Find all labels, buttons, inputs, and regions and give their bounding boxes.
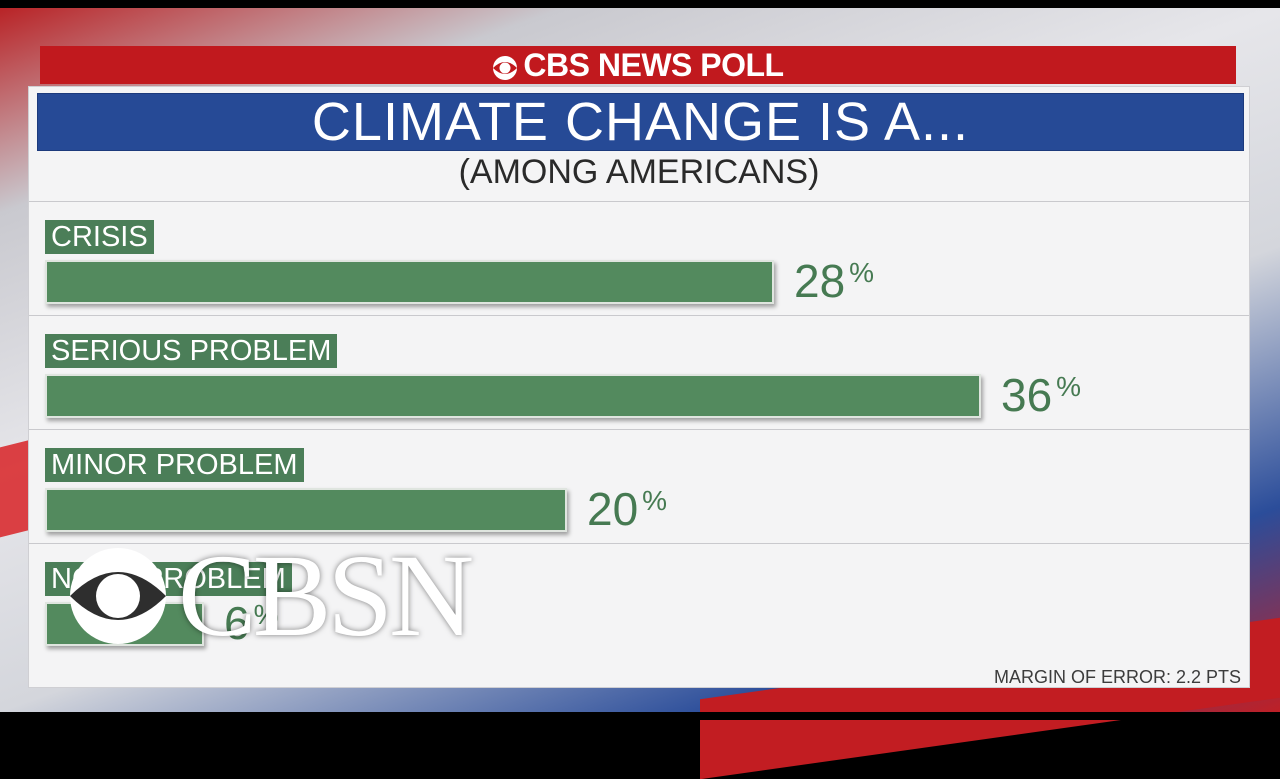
bar <box>45 260 774 304</box>
value-label: 6% <box>224 597 279 649</box>
value-unit: % <box>253 599 279 630</box>
cbs-eye-icon <box>70 548 166 644</box>
bar <box>45 488 567 532</box>
bar-row: SERIOUS PROBLEM 36% <box>29 315 1249 430</box>
chart-title: CLIMATE CHANGE IS A... <box>37 92 1244 152</box>
value-number: 20 <box>587 483 639 535</box>
value-label: 20% <box>587 483 668 535</box>
poll-header-label: CBS NEWS POLL <box>523 46 784 83</box>
letterbox-top <box>0 0 1280 8</box>
bar-row: CRISIS 28% <box>29 201 1249 316</box>
category-label: CRISIS <box>45 220 154 254</box>
value-label: 36% <box>1001 369 1082 421</box>
category-label: MINOR PROBLEM <box>45 448 304 482</box>
bar <box>45 374 981 418</box>
bar-row: MINOR PROBLEM 20% <box>29 429 1249 544</box>
value-unit: % <box>1056 371 1082 402</box>
chart-panel: CLIMATE CHANGE IS A... (AMONG AMERICANS)… <box>28 86 1250 688</box>
value-unit: % <box>849 257 875 288</box>
value-label: 28% <box>794 255 875 307</box>
cbsn-logo-text: CBSN <box>178 530 474 661</box>
cbsn-logo: CBSN <box>64 530 474 661</box>
cbs-eye-icon <box>492 52 518 80</box>
chart-subtitle: (AMONG AMERICANS) <box>458 153 820 191</box>
category-label: SERIOUS PROBLEM <box>45 334 338 368</box>
value-number: 36 <box>1001 369 1053 421</box>
value-number: 28 <box>794 255 846 307</box>
value-number: 6 <box>224 597 250 649</box>
value-unit: % <box>642 485 668 516</box>
poll-header: CBS NEWS POLL <box>40 46 1236 84</box>
margin-of-error: MARGIN OF ERROR: 2.2 PTS <box>993 667 1241 687</box>
letterbox-bottom <box>0 712 1280 720</box>
